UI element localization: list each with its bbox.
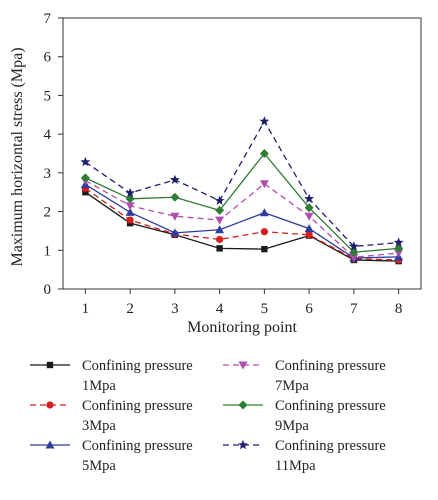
data-point	[215, 225, 225, 234]
data-point	[82, 189, 89, 196]
legend-label: Confining pressure	[275, 358, 386, 374]
y-tick-label: 0	[44, 282, 52, 298]
data-point	[170, 228, 180, 237]
y-tick-label: 1	[44, 243, 52, 259]
legend-item: Confining pressure 11Mpa	[223, 438, 386, 474]
data-point	[348, 241, 359, 251]
data-point	[304, 203, 314, 213]
data-point	[261, 245, 268, 253]
data-point	[80, 173, 90, 183]
x-tick-label: 5	[261, 301, 269, 317]
data-point	[259, 149, 269, 158]
x-tick-label: 8	[395, 301, 403, 317]
axes: 0 1 2 3 4 5 6 7 1 2 3 4 5 6 7 8	[44, 11, 422, 317]
legend-label-value: 1Mpa	[82, 378, 116, 394]
data-point	[125, 194, 135, 204]
legend-label: Confining pressure	[82, 398, 193, 414]
data-point	[259, 116, 270, 126]
legend-item: Confining pressure 1Mpa	[30, 358, 193, 394]
series-line	[85, 187, 399, 261]
series-line	[85, 120, 399, 248]
x-tick-label: 4	[216, 301, 224, 317]
legend-label-value: 7Mpa	[275, 378, 309, 394]
data-point	[216, 245, 223, 252]
legend-label: Confining pressure	[275, 398, 386, 414]
series-11mpa	[80, 116, 404, 251]
series-line	[85, 180, 399, 258]
data-point	[215, 205, 225, 215]
series-7mpa	[80, 177, 404, 262]
y-tick-label: 5	[44, 88, 52, 104]
legend-label-value: 9Mpa	[275, 418, 309, 434]
data-point	[125, 207, 135, 216]
data-point	[214, 195, 225, 205]
legend-label-value: 11Mpa	[275, 458, 316, 474]
series-line	[85, 183, 399, 259]
legend-marker	[46, 361, 54, 369]
legend-label: Confining pressure	[82, 358, 193, 374]
y-tick-label: 3	[44, 166, 52, 182]
x-tick-label: 2	[126, 301, 134, 317]
legend-label: Confining pressure	[82, 438, 193, 454]
y-tick-label: 2	[44, 205, 52, 221]
data-point	[215, 216, 225, 225]
x-tick-label: 3	[171, 301, 179, 317]
legend-marker	[45, 440, 55, 449]
legend-marker	[238, 400, 248, 410]
data-point	[260, 228, 268, 236]
data-point	[170, 212, 180, 221]
data-point	[216, 235, 224, 244]
legend-label-value: 3Mpa	[82, 418, 116, 434]
data-point	[394, 249, 404, 258]
y-tick-label: 6	[44, 50, 52, 66]
legend-item: Confining pressure 5Mpa	[30, 438, 193, 474]
series-layer	[80, 116, 404, 265]
y-axis-title: Maximum horizontal stress (Mpa)	[9, 47, 26, 266]
legend-marker	[46, 401, 54, 409]
x-tick-label: 6	[305, 301, 313, 317]
legend-label-value: 5Mpa	[82, 458, 116, 474]
legend-marker	[238, 439, 248, 450]
data-point	[259, 208, 269, 217]
legend-item: Confining pressure 9Mpa	[223, 398, 386, 434]
legend-item: Confining pressure 7Mpa	[223, 358, 386, 394]
data-point	[125, 202, 135, 211]
x-tick-label: 1	[82, 301, 90, 317]
data-point	[304, 193, 315, 203]
x-tick-label: 7	[350, 301, 358, 317]
data-point	[304, 224, 314, 233]
legend-label: Confining pressure	[275, 438, 386, 454]
legend-item: Confining pressure 3Mpa	[30, 398, 193, 434]
data-point	[304, 212, 314, 221]
data-point	[125, 187, 136, 198]
y-tick-label: 4	[44, 127, 52, 143]
data-point	[170, 192, 180, 202]
legend-marker	[238, 361, 248, 370]
data-point	[393, 237, 404, 247]
plot-frame	[62, 17, 422, 290]
data-point	[305, 231, 313, 239]
x-axis-title: Monitoring point	[187, 319, 297, 336]
data-point	[349, 253, 359, 262]
y-tick-label: 7	[44, 11, 52, 27]
data-point	[259, 180, 269, 189]
data-point	[126, 216, 134, 224]
data-point	[169, 174, 180, 185]
data-point	[80, 156, 91, 167]
series-line	[85, 152, 399, 253]
series-line	[85, 191, 399, 262]
